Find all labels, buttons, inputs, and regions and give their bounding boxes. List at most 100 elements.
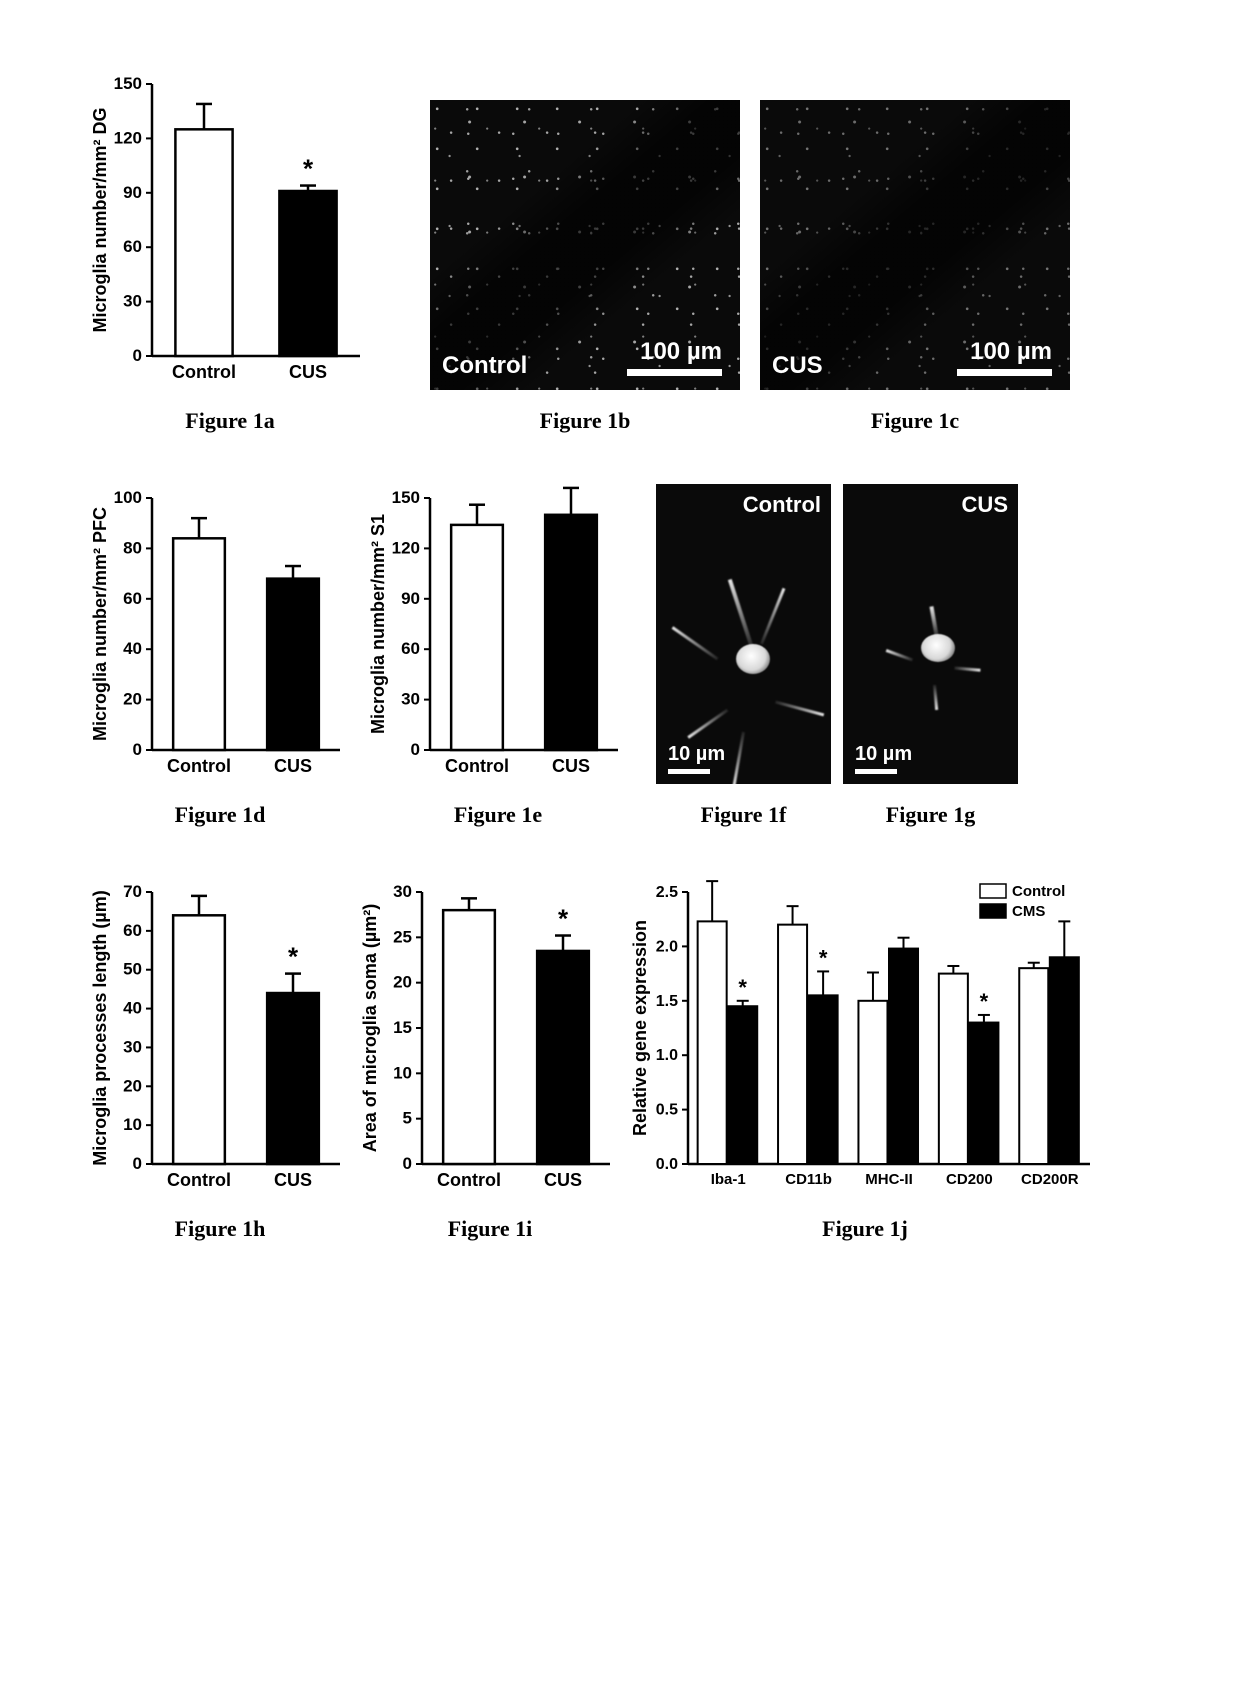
svg-text:Control: Control — [437, 1170, 501, 1190]
svg-text:0.0: 0.0 — [656, 1156, 678, 1173]
svg-text:120: 120 — [392, 538, 420, 557]
micrograph-1g-scale-text: 10 µm — [855, 743, 912, 766]
svg-text:40: 40 — [123, 639, 142, 658]
caption-1a: Figure 1a — [185, 408, 274, 434]
svg-text:20: 20 — [393, 973, 412, 992]
svg-text:Microglia number/mm² DG: Microglia number/mm² DG — [90, 107, 110, 332]
chart-1i: 0 5 10 15 20 25 30 Area of microglia soma (µm²)… — [360, 878, 620, 1198]
svg-text:30: 30 — [123, 1037, 142, 1056]
svg-text:Microglia number/mm² PFC: Microglia number/mm² PFC — [90, 507, 110, 741]
caption-1f: Figure 1f — [701, 802, 787, 828]
panel-1i: 0 5 10 15 20 25 30 Area of microglia soma (µm²)… — [360, 878, 620, 1242]
panel-1e: 0 30 60 90 120 150Microglia number/mm² S1 Cont… — [368, 484, 628, 828]
svg-text:30: 30 — [123, 292, 142, 311]
micrograph-1f-scalebar — [668, 769, 710, 774]
caption-1g: Figure 1g — [886, 802, 975, 828]
micrograph-1g: CUS 10 µm — [843, 484, 1018, 784]
svg-text:150: 150 — [114, 74, 142, 93]
row-3: 010203040506070Microglia processes lengt… — [90, 878, 1150, 1242]
svg-text:20: 20 — [123, 690, 142, 709]
svg-text:30: 30 — [393, 882, 412, 901]
panel-1h: 010203040506070Microglia processes lengt… — [90, 878, 350, 1242]
svg-text:60: 60 — [123, 921, 142, 940]
svg-text:2.5: 2.5 — [656, 884, 678, 901]
panel-1d: 0 20 40 60 80 100Microglia number/mm² PFC Cont… — [90, 484, 350, 828]
caption-1e: Figure 1e — [454, 802, 542, 828]
svg-text:*: * — [288, 942, 299, 972]
svg-text:30: 30 — [401, 690, 420, 709]
svg-text:60: 60 — [123, 589, 142, 608]
chart-1j: 0.00.51.01.52.02.5Relative gene expressi… — [630, 878, 1100, 1198]
svg-text:2.0: 2.0 — [656, 938, 678, 955]
svg-text:Control: Control — [167, 756, 231, 776]
chart-1e: 0 30 60 90 120 150Microglia number/mm² S1 Cont… — [368, 484, 628, 784]
micrograph-1f-scale-text: 10 µm — [668, 743, 725, 766]
svg-text:CD11b: CD11b — [785, 1171, 832, 1188]
row-2: 0 20 40 60 80 100Microglia number/mm² PFC Cont… — [90, 484, 1150, 828]
caption-1h: Figure 1h — [175, 1216, 266, 1242]
caption-1b: Figure 1b — [540, 408, 631, 434]
svg-text:CD200: CD200 — [946, 1171, 993, 1188]
svg-text:*: * — [980, 989, 989, 1014]
svg-text:CUS: CUS — [274, 756, 312, 776]
svg-text:CUS: CUS — [552, 756, 590, 776]
micrograph-1f-label: Control — [743, 492, 821, 518]
row-1: 0306090120150Microglia number/mm² DGCont… — [90, 70, 1150, 434]
caption-1c: Figure 1c — [871, 408, 959, 434]
svg-text:MHC-II: MHC-II — [865, 1171, 913, 1188]
svg-text:15: 15 — [393, 1018, 412, 1037]
svg-text:CUS: CUS — [274, 1170, 312, 1190]
svg-text:CUS: CUS — [544, 1170, 582, 1190]
panel-1f: Control 10 µm Figure 1f — [656, 484, 831, 828]
micrograph-1c-scale-text: 100 µm — [970, 338, 1052, 366]
svg-text:Control: Control — [167, 1170, 231, 1190]
micrograph-1g-scalebar — [855, 769, 897, 774]
svg-text:CD200R: CD200R — [1021, 1171, 1079, 1188]
micrograph-1b: Control 100 µm — [430, 100, 740, 390]
panel-1b: Control 100 µm Figure 1b — [430, 100, 740, 434]
svg-text:*: * — [303, 154, 314, 184]
svg-text:0: 0 — [133, 346, 142, 365]
svg-text:80: 80 — [123, 538, 142, 557]
svg-text:0: 0 — [411, 740, 420, 759]
svg-text:CUS: CUS — [289, 362, 327, 382]
svg-text:CMS: CMS — [1012, 903, 1045, 920]
svg-text:40: 40 — [123, 999, 142, 1018]
svg-text:10: 10 — [393, 1063, 412, 1082]
svg-text:5: 5 — [403, 1109, 412, 1128]
panel-1j: 0.00.51.01.52.02.5Relative gene expressi… — [630, 878, 1100, 1242]
svg-text:1.5: 1.5 — [656, 993, 678, 1010]
svg-text:1.0: 1.0 — [656, 1047, 678, 1064]
panel-1a: 0306090120150Microglia number/mm² DGCont… — [90, 70, 370, 434]
svg-text:70: 70 — [123, 882, 142, 901]
svg-text:150: 150 — [392, 488, 420, 507]
micrograph-1b-scalebar — [627, 369, 722, 376]
svg-text:25: 25 — [393, 927, 412, 946]
micrograph-1f: Control 10 µm — [656, 484, 831, 784]
svg-text:90: 90 — [401, 589, 420, 608]
caption-1i: Figure 1i — [448, 1216, 533, 1242]
panel-1c: CUS 100 µm Figure 1c — [760, 100, 1070, 434]
svg-text:Area of microglia soma (µm²): Area of microglia soma (µm²) — [360, 904, 380, 1152]
micrograph-1b-label: Control — [442, 352, 527, 380]
svg-text:Microglia number/mm² S1: Microglia number/mm² S1 — [368, 514, 388, 734]
svg-text:100: 100 — [114, 488, 142, 507]
svg-text:10: 10 — [123, 1115, 142, 1134]
chart-1h: 010203040506070Microglia processes lengt… — [90, 878, 350, 1198]
svg-text:Iba-1: Iba-1 — [711, 1171, 746, 1188]
chart-1d: 0 20 40 60 80 100Microglia number/mm² PFC Cont… — [90, 484, 350, 784]
svg-text:0: 0 — [403, 1154, 412, 1173]
svg-text:Control: Control — [445, 756, 509, 776]
svg-text:*: * — [558, 904, 569, 934]
caption-1j: Figure 1j — [822, 1216, 908, 1242]
svg-text:90: 90 — [123, 183, 142, 202]
svg-text:Control: Control — [1012, 883, 1065, 900]
svg-text:0: 0 — [133, 740, 142, 759]
caption-1d: Figure 1d — [175, 802, 266, 828]
svg-text:60: 60 — [123, 237, 142, 256]
svg-text:60: 60 — [401, 639, 420, 658]
svg-text:*: * — [738, 975, 747, 1000]
chart-1a: 0306090120150Microglia number/mm² DGCont… — [90, 70, 370, 390]
svg-text:*: * — [819, 945, 828, 970]
micrograph-1c-scalebar — [957, 369, 1052, 376]
